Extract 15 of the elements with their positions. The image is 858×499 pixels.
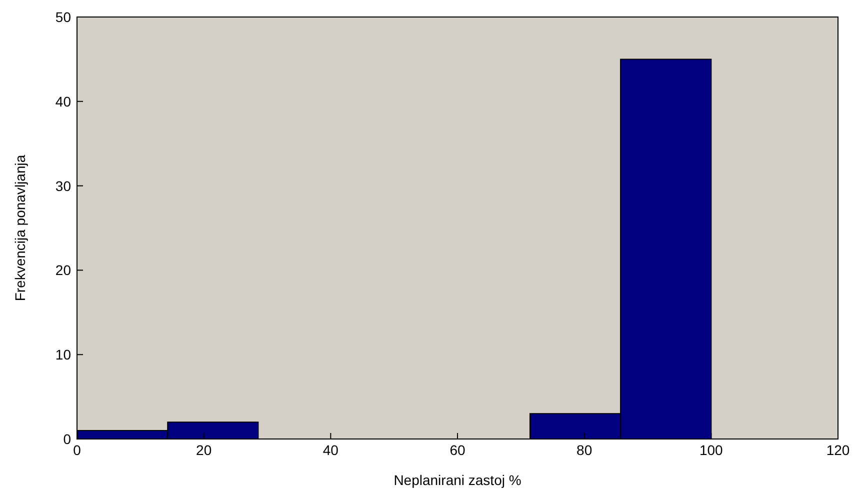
y-tick-label: 40 [55, 93, 72, 110]
x-tick-label: 60 [450, 442, 466, 458]
y-axis-title: Frekvencija ponavljanja [12, 154, 28, 302]
y-tick-label: 30 [55, 178, 72, 194]
x-tick-label: 0 [73, 442, 82, 458]
x-tick-label: 120 [826, 442, 850, 458]
y-tick-label: 20 [55, 262, 72, 278]
y-tick-label: 10 [55, 346, 72, 363]
x-tick-label: 80 [576, 442, 592, 458]
x-tick-label: 20 [196, 442, 212, 458]
y-tick-label: 50 [55, 8, 72, 25]
x-axis-title: Neplanirani zastoj % [394, 472, 522, 488]
x-tick-label: 40 [322, 442, 339, 458]
x-tick-label: 100 [699, 442, 724, 458]
y-tick-label: 0 [63, 430, 72, 447]
